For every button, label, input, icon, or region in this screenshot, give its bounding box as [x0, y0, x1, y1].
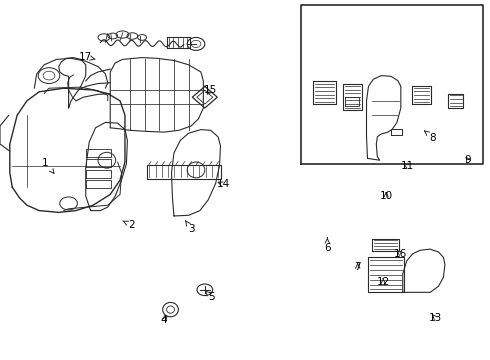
Text: 4: 4: [161, 315, 168, 325]
Text: 13: 13: [428, 312, 442, 323]
Text: 5: 5: [205, 291, 215, 302]
Text: 15: 15: [204, 85, 218, 95]
Text: 6: 6: [324, 238, 331, 253]
Text: 12: 12: [376, 276, 390, 287]
Text: 2: 2: [122, 220, 135, 230]
Text: 8: 8: [424, 131, 436, 143]
Text: 9: 9: [465, 155, 471, 165]
Text: 10: 10: [380, 191, 392, 201]
Text: 17: 17: [79, 52, 95, 62]
Text: 1: 1: [42, 158, 54, 174]
Text: 7: 7: [354, 262, 361, 272]
Text: 3: 3: [186, 221, 195, 234]
Text: 11: 11: [401, 161, 415, 171]
Text: 14: 14: [216, 179, 230, 189]
Text: 16: 16: [394, 249, 408, 259]
